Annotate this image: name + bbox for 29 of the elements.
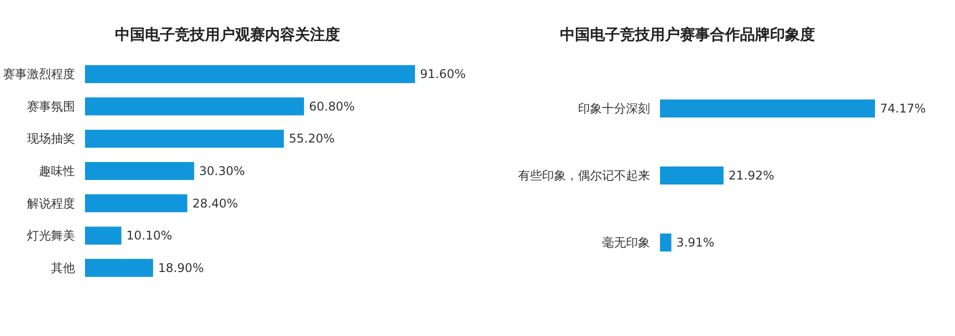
data-label: 74.17% bbox=[880, 102, 926, 116]
y-tick-label: 赛事氛围 bbox=[27, 99, 75, 114]
bar bbox=[85, 226, 122, 245]
chart-title: 中国电子竞技用户赛事合作品牌印象度 bbox=[560, 26, 815, 44]
y-tick-label: 赛事激烈程度 bbox=[3, 67, 75, 82]
y-tick-label: 解说程度 bbox=[27, 196, 75, 210]
data-label: 55.20% bbox=[288, 132, 335, 146]
data-label: 18.90% bbox=[158, 260, 204, 275]
bar bbox=[85, 65, 415, 84]
bar bbox=[85, 130, 284, 148]
chart-title: 中国电子竞技用户观赛内容关注度 bbox=[115, 26, 340, 44]
bar bbox=[85, 97, 304, 116]
data-label: 3.91% bbox=[676, 236, 714, 250]
bar bbox=[85, 162, 194, 180]
data-label: 60.80% bbox=[309, 99, 355, 114]
y-tick-label: 其他 bbox=[51, 260, 75, 275]
bar bbox=[85, 258, 154, 277]
y-tick-label: 趣味性 bbox=[39, 164, 75, 178]
y-tick-label: 毫无印象 bbox=[602, 236, 650, 250]
y-tick-label: 现场抽奖 bbox=[27, 132, 75, 146]
y-tick-label: 印象十分深刻 bbox=[578, 102, 650, 116]
data-label: 91.60% bbox=[420, 67, 466, 82]
data-label: 30.30% bbox=[199, 164, 245, 178]
y-tick-label: 灯光舞美 bbox=[27, 228, 75, 243]
y-tick-label: 有些印象，偶尔记不起来 bbox=[518, 168, 650, 182]
data-label: 21.92% bbox=[728, 168, 774, 182]
data-label: 28.40% bbox=[192, 196, 238, 210]
bar bbox=[85, 194, 188, 212]
data-label: 10.10% bbox=[126, 228, 172, 243]
